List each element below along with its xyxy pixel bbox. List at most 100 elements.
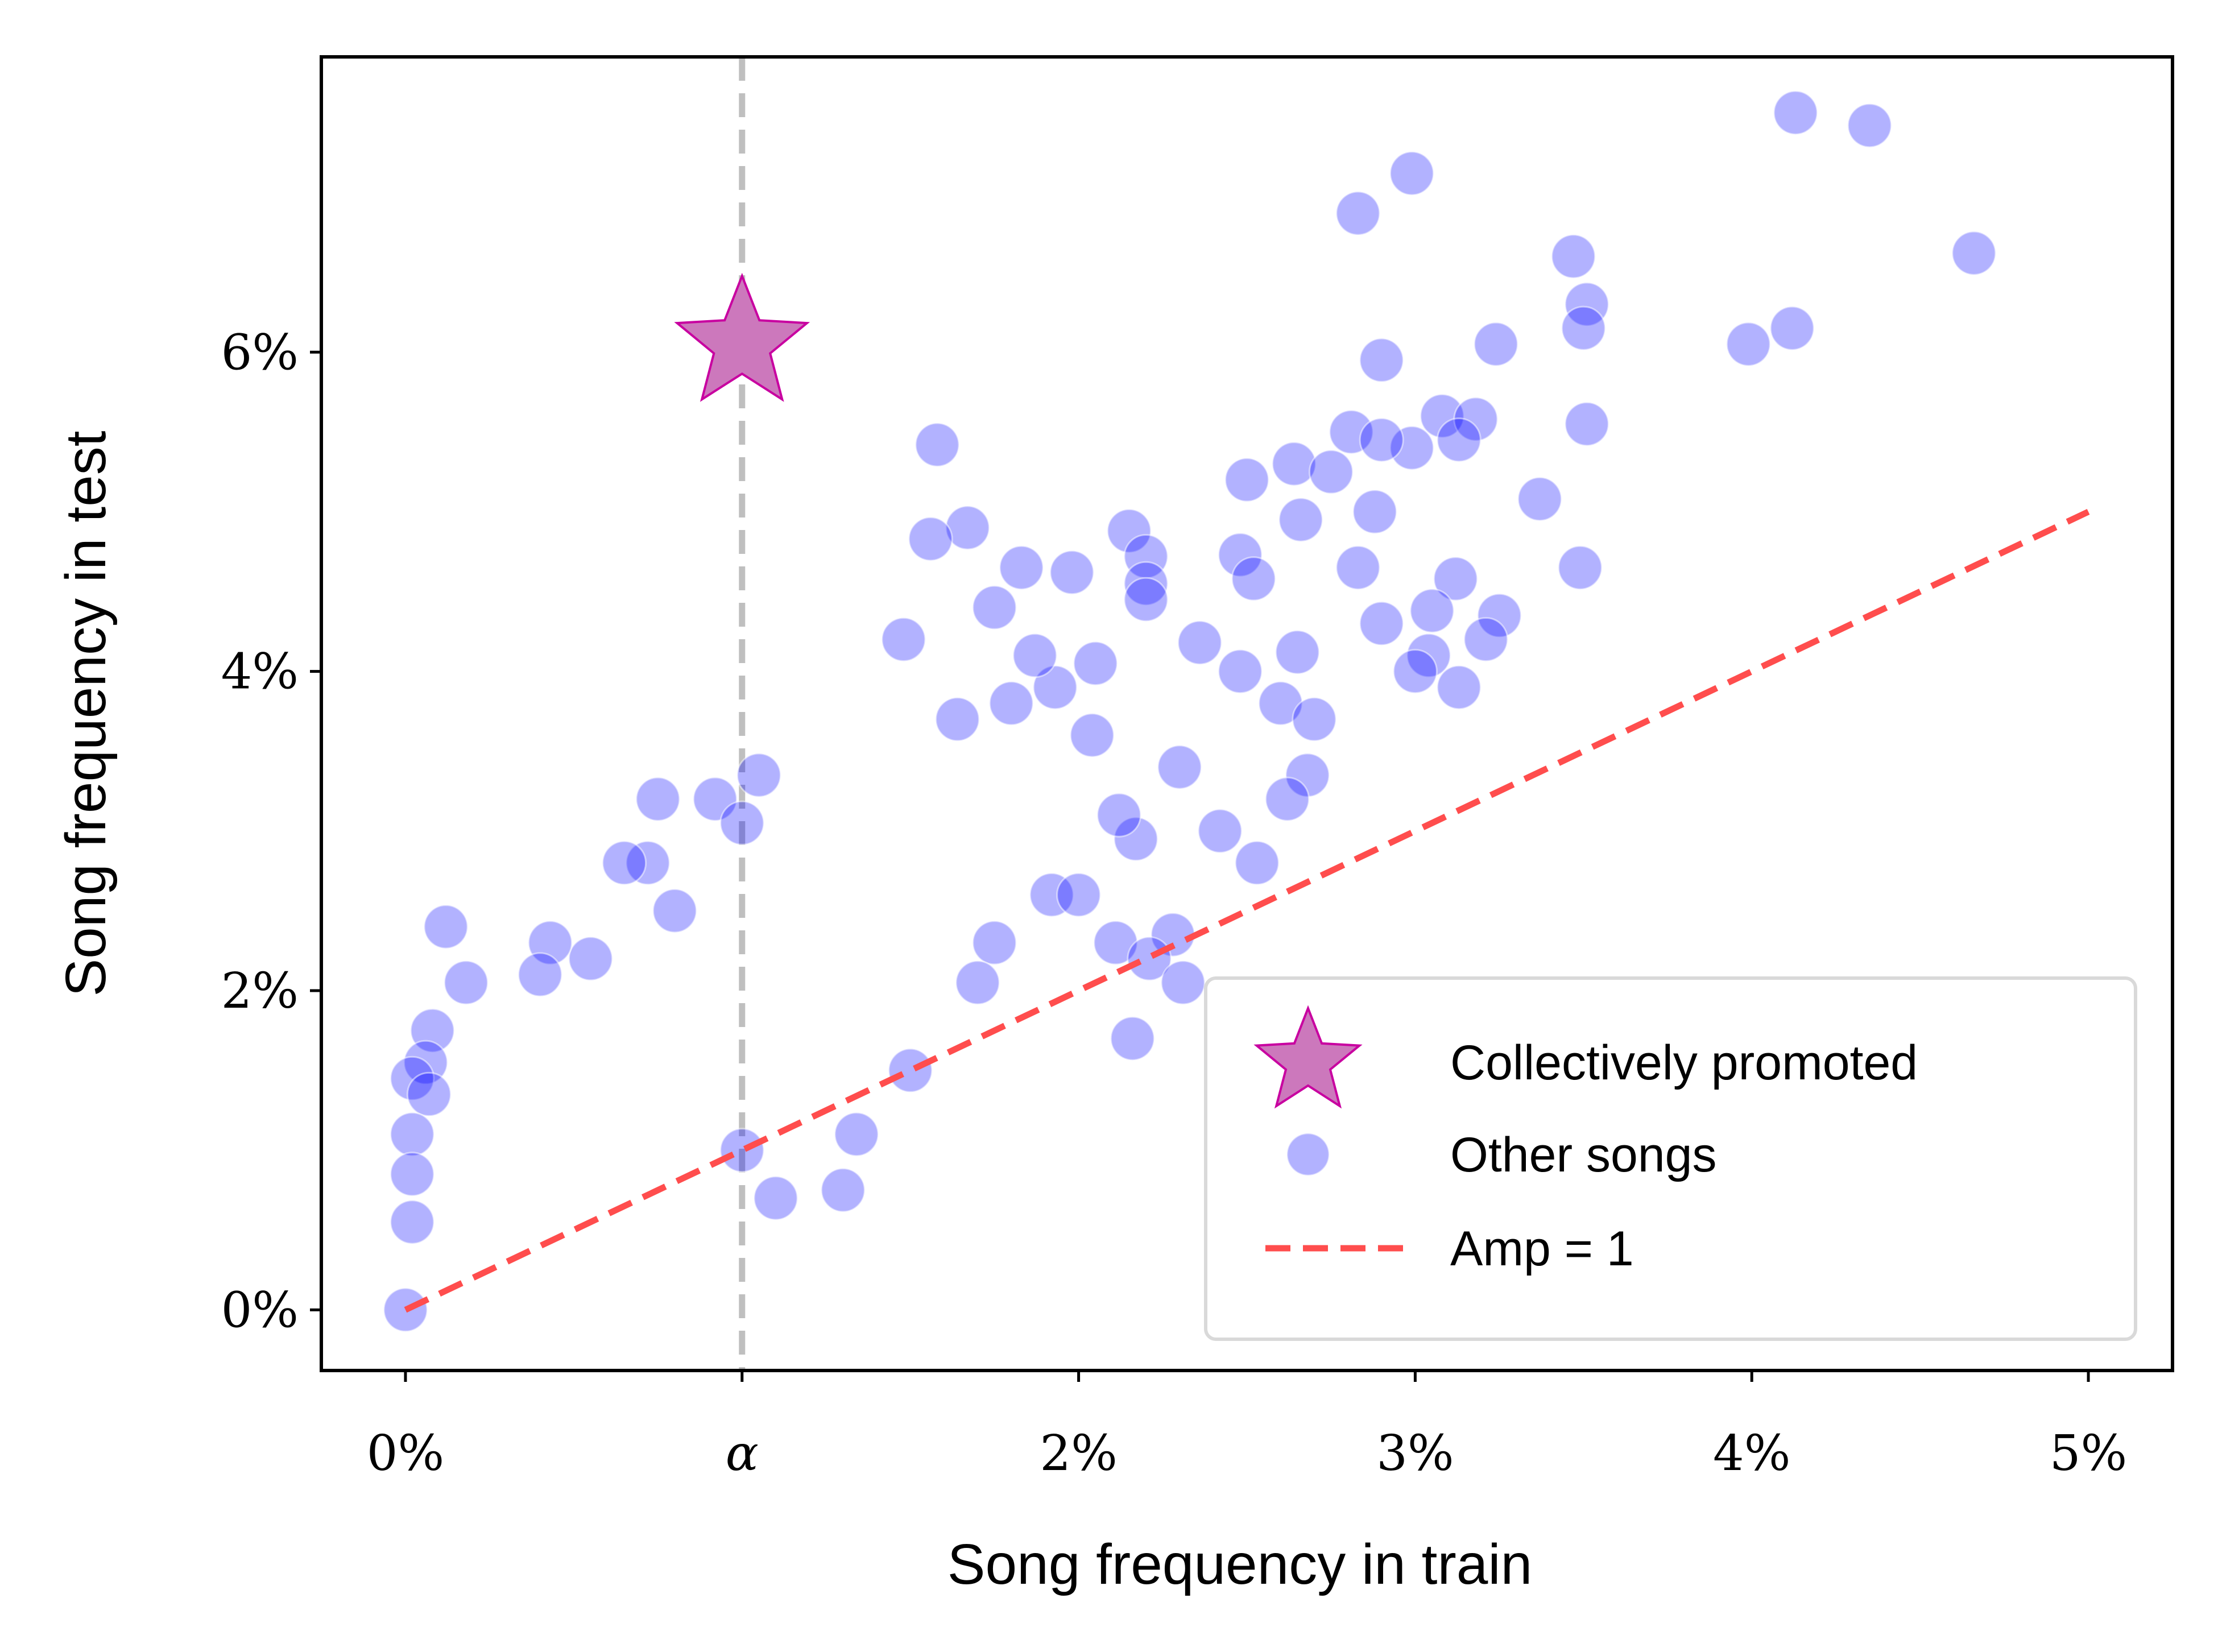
legend-star-icon [1253, 1005, 1363, 1109]
data-point [1335, 191, 1381, 236]
data-point [1234, 840, 1280, 885]
data-point [1769, 305, 1815, 351]
data-point [1517, 477, 1562, 521]
data-point [1029, 872, 1074, 918]
data-point [1110, 1016, 1155, 1061]
data-point [390, 1152, 435, 1197]
data-point [1564, 401, 1609, 447]
data-point [1335, 545, 1381, 590]
data-point [1725, 321, 1771, 367]
data-point [1231, 556, 1276, 602]
data-point [1123, 577, 1169, 622]
data-point [1359, 337, 1404, 383]
y-tick-label: 6% [221, 324, 299, 381]
data-point [1389, 151, 1434, 196]
legend-label: Collectively promoted [1450, 1036, 1918, 1090]
data-point [1473, 321, 1518, 367]
legend: Collectively promoted Other songs Amp = 1 [1204, 976, 2137, 1341]
y-tick-label: 4% [221, 644, 299, 701]
data-point [736, 752, 781, 798]
data-point [1847, 103, 1892, 148]
data-layer [383, 57, 2090, 1371]
data-point [1032, 665, 1078, 710]
data-point [908, 516, 953, 562]
data-point [1049, 550, 1095, 595]
data-point [881, 617, 926, 662]
data-point [1329, 409, 1374, 455]
data-point [390, 1199, 435, 1245]
data-point [1436, 665, 1482, 710]
data-point [1476, 593, 1522, 638]
data-point [914, 422, 960, 467]
data-point [1463, 617, 1509, 662]
data-point [1224, 457, 1269, 503]
x-tick-label: 2% [1040, 1425, 1117, 1482]
data-point [955, 960, 1000, 1005]
data-point [999, 545, 1044, 590]
data-point [602, 840, 647, 885]
x-tick-label: α [726, 1425, 759, 1482]
data-point [1389, 425, 1434, 471]
data-point [1106, 508, 1152, 554]
legend-label: Other songs [1450, 1128, 1716, 1182]
y-tick-label: 2% [221, 963, 299, 1020]
data-point [1012, 633, 1058, 678]
data-point [719, 800, 765, 846]
data-point [1258, 681, 1304, 726]
data-point [1113, 816, 1158, 862]
data-point [1274, 630, 1320, 675]
data-point [1123, 561, 1169, 606]
data-point [1073, 641, 1118, 686]
data-point [1359, 601, 1404, 646]
data-point [1127, 936, 1172, 982]
data-point [1218, 649, 1263, 694]
data-point [1309, 449, 1354, 495]
data-point [1436, 417, 1482, 463]
data-point [1218, 532, 1263, 578]
plot-frame [320, 55, 2174, 1372]
data-point [1096, 792, 1142, 838]
data-point [652, 888, 697, 934]
data-point [753, 1175, 798, 1221]
data-point [1056, 872, 1102, 918]
data-point [1069, 713, 1115, 758]
data-point [635, 776, 681, 822]
x-axis-title: Song frequency in train [947, 1533, 1532, 1596]
data-point [1177, 620, 1223, 665]
data-point [1292, 697, 1337, 742]
data-point [1564, 281, 1609, 327]
promoted-star-marker [674, 272, 810, 402]
data-point [390, 1112, 435, 1157]
data-point [1197, 808, 1243, 854]
data-point [1557, 545, 1603, 590]
data-point [1352, 489, 1397, 535]
data-point [1157, 744, 1202, 790]
data-point [1265, 776, 1310, 822]
x-tick-label: 3% [1376, 1425, 1454, 1482]
data-point [1392, 649, 1438, 694]
data-point [1160, 960, 1206, 1005]
data-point [1420, 394, 1465, 438]
x-tick-label: 0% [367, 1425, 444, 1482]
legend-label: Amp = 1 [1450, 1222, 1634, 1276]
data-point [444, 960, 489, 1005]
legend-circle-icon [1286, 1132, 1330, 1177]
ticks-layer: 0% α 2% 3% 4% 5% 0% 2% 4% 6% [221, 324, 2128, 1482]
data-point [1271, 441, 1317, 487]
data-point [719, 1128, 765, 1173]
data-point [423, 904, 469, 950]
data-point [988, 681, 1034, 726]
data-point [972, 585, 1017, 630]
data-point [625, 840, 671, 885]
data-point [518, 952, 563, 997]
data-point [935, 697, 980, 742]
y-axis-title: Song frequency in test [54, 430, 118, 996]
data-point [1093, 920, 1139, 966]
data-point [406, 1071, 452, 1117]
y-tick-label: 0% [221, 1282, 299, 1339]
data-point [1433, 556, 1478, 602]
x-tick-label: 4% [1713, 1425, 1790, 1482]
data-point [820, 1167, 866, 1213]
